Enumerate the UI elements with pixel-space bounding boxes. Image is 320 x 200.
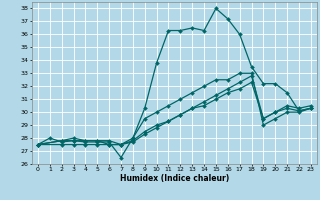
X-axis label: Humidex (Indice chaleur): Humidex (Indice chaleur) bbox=[120, 174, 229, 183]
